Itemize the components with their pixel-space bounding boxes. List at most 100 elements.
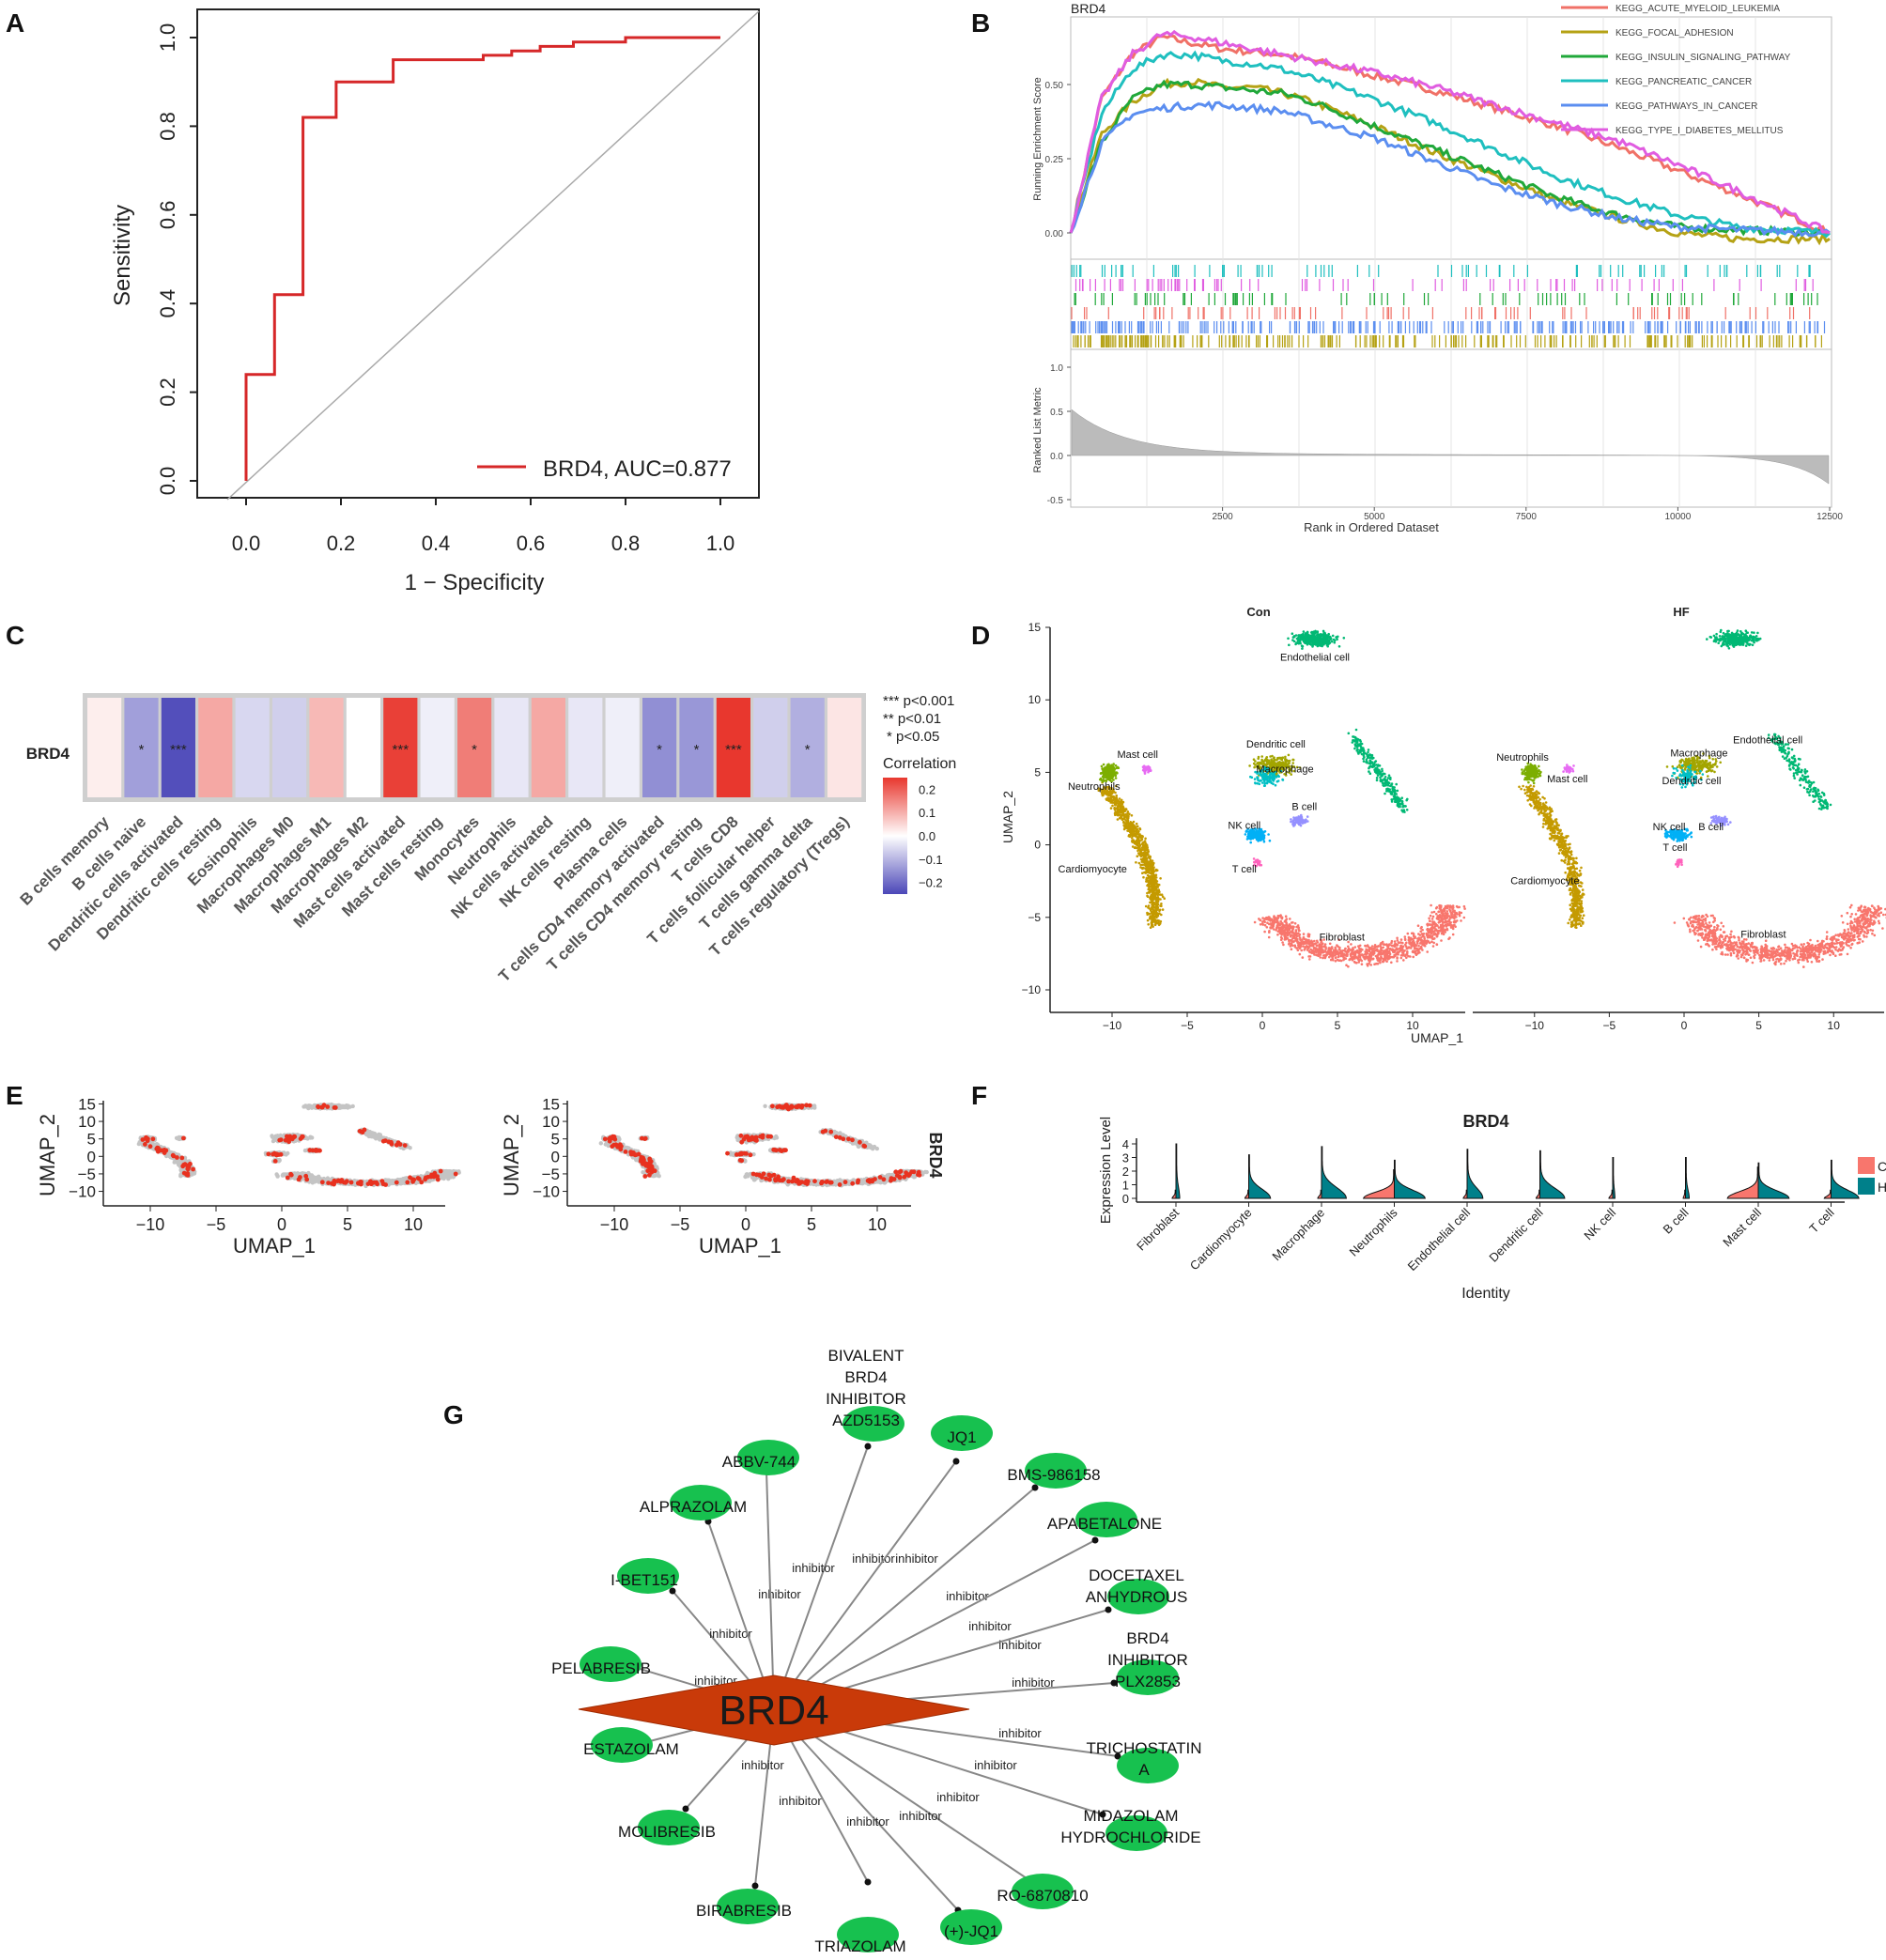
umap-d-point <box>1154 905 1158 909</box>
umap-d-point <box>1147 923 1150 926</box>
heatmap-cells: * *** *** * * * *** * <box>87 698 862 797</box>
umap-d-point <box>1132 827 1135 830</box>
umap-d-point <box>1304 632 1307 635</box>
umap-d-point <box>1428 917 1430 920</box>
roc-y-ticks: 0.0 0.2 0.4 0.6 0.8 1.0 <box>156 23 197 495</box>
umap-d-point <box>1396 952 1399 955</box>
umap-d-point <box>1460 919 1462 922</box>
heatmap-cell <box>494 698 529 797</box>
umap-d-point <box>1437 926 1441 929</box>
gsea-legend: KEGG_ACUTE_MYELOID_LEUKEMIA KEGG_FOCAL_AD… <box>1561 4 1791 136</box>
umap-d-point <box>1354 736 1357 740</box>
umap-d-point <box>1143 852 1146 856</box>
umap-d-point <box>1143 840 1147 842</box>
umap-d-point <box>1291 930 1293 933</box>
umap-d-point <box>1412 932 1414 935</box>
umap-d-point <box>1412 949 1414 952</box>
umap-d-point <box>1111 804 1114 808</box>
umap-d-point <box>1389 778 1392 780</box>
umap-d-point <box>1308 958 1311 961</box>
umap-d-point <box>1145 880 1148 883</box>
gsea-y-tick-label: 0.25 <box>1045 155 1064 165</box>
umap-d-point <box>1381 773 1384 777</box>
umap-d-point <box>1250 835 1253 838</box>
umap-d-point <box>1442 927 1445 930</box>
umap-d-point <box>1306 815 1309 818</box>
umap-d-point <box>1398 947 1401 950</box>
heatmap-cell <box>309 698 344 797</box>
umap-d-point <box>1250 776 1254 779</box>
umap-d-point <box>1347 965 1350 968</box>
umap-d-point <box>1433 929 1436 933</box>
umap-d-point <box>1373 947 1376 949</box>
umap-d-point <box>1144 770 1147 773</box>
umap-d-point <box>1274 783 1277 787</box>
gsea-legend-label: KEGG_PATHWAYS_IN_CANCER <box>1615 101 1757 112</box>
umap-d-point <box>1132 820 1136 824</box>
umap-d-point <box>1322 956 1324 960</box>
umap-d-point <box>1144 868 1148 871</box>
umap-d-point <box>1797 961 1801 965</box>
umap-d-point <box>1307 938 1310 942</box>
umap-d-point <box>1335 956 1337 959</box>
umap-d-point <box>1861 940 1864 943</box>
umap-d-point <box>1313 946 1316 949</box>
umap-d-point <box>1357 743 1361 746</box>
umap-d-point <box>1152 886 1156 889</box>
umap-d-point <box>1111 770 1114 773</box>
heatmap-cell <box>87 698 122 797</box>
umap-d-point <box>1403 937 1407 941</box>
heatmap-cell <box>457 698 492 797</box>
umap-d-point <box>1371 957 1375 961</box>
umap-d-point <box>1306 933 1310 935</box>
umap-d-point <box>1426 939 1429 942</box>
umap-d-point <box>1259 923 1262 926</box>
heatmap-cell <box>679 698 714 797</box>
umap-d-point <box>1305 939 1308 943</box>
umap-d-point <box>1297 946 1300 949</box>
umap-d-point <box>1356 740 1359 743</box>
umap-d-point <box>1315 642 1318 645</box>
umap-d-point <box>1145 847 1148 851</box>
umap-d-point <box>1147 871 1151 874</box>
umap-d-point <box>1325 636 1329 640</box>
umap-d-point <box>1122 824 1125 826</box>
umap-d-point <box>1414 936 1416 940</box>
heatmap-cell <box>124 698 159 797</box>
umap-d-point <box>1450 923 1453 927</box>
umap-d-point <box>1370 952 1374 955</box>
umap-d-point <box>1268 780 1271 783</box>
umap-d-point <box>1460 911 1463 915</box>
umap-d-point <box>1146 851 1149 855</box>
umap-d-point <box>1260 755 1263 758</box>
umap-d-point <box>1319 956 1322 959</box>
umap-d-point <box>1444 931 1446 934</box>
umap-d-point <box>1388 956 1391 960</box>
umap-d-point <box>1141 845 1144 849</box>
umap-d-point <box>1338 946 1341 949</box>
umap-d-point <box>1384 772 1386 776</box>
umap-d-point <box>1318 640 1322 642</box>
umap-d-point <box>1449 916 1453 919</box>
gsea-x-label: Rank in Ordered Dataset <box>1304 520 1439 534</box>
umap-d-point <box>1357 961 1360 964</box>
umap-d-point <box>1396 960 1399 963</box>
umap-d-point <box>1409 947 1413 949</box>
umap-d-point <box>1109 798 1113 802</box>
umap-d-point <box>1154 919 1158 923</box>
umap-d-point <box>1313 939 1316 943</box>
umap-d-point <box>1367 945 1369 948</box>
umap-d-point <box>1115 807 1119 810</box>
umap-d-point <box>1353 961 1357 965</box>
umap-d-point <box>1323 949 1327 952</box>
umap-d-point <box>1432 910 1436 914</box>
umap-d-point <box>1138 826 1141 830</box>
umap-d-point <box>1269 926 1272 930</box>
umap-d-point <box>1296 949 1300 951</box>
umap-d-point <box>1375 777 1379 779</box>
umap-d-point <box>1390 782 1394 785</box>
umap-d-point <box>1834 946 1838 949</box>
umap-d-point <box>1276 934 1279 936</box>
umap-d-point <box>1450 913 1453 917</box>
umap-d-point <box>1151 887 1153 890</box>
